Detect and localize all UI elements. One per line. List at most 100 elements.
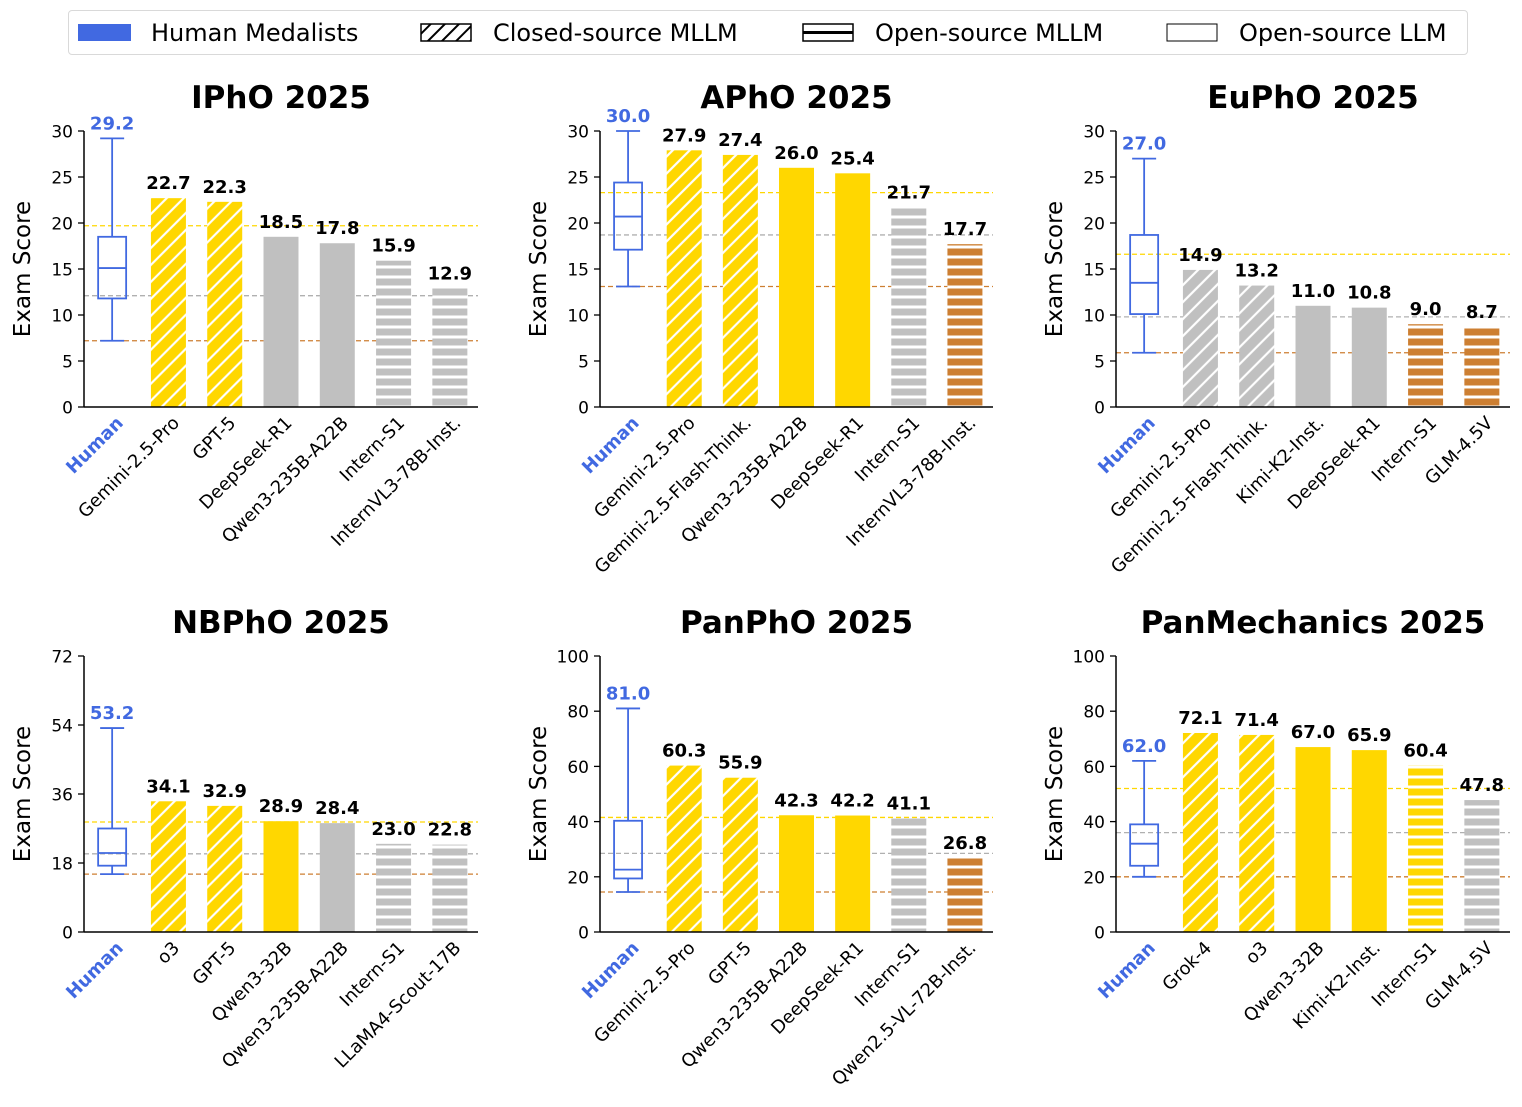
bar-value-label: 42.2 (830, 791, 874, 812)
y-tick-label: 36 (51, 786, 73, 806)
y-tick-label: 15 (567, 261, 589, 281)
y-axis-label: Exam Score (1042, 726, 1068, 862)
bar-value-label: 65.9 (1347, 725, 1391, 746)
legend: Human Medalists Closed-source MLLM Open-… (68, 10, 1468, 55)
human-max-value-label: 62.0 (1122, 736, 1166, 757)
y-tick-label: 0 (62, 924, 73, 944)
human-box (1129, 823, 1160, 867)
y-tick-label: 0 (1094, 399, 1105, 419)
bar-value-label: 71.4 (1235, 710, 1279, 731)
bar-value-label: 23.0 (371, 819, 415, 840)
chart-title: NBPhO 2025 (172, 605, 390, 641)
y-tick-label: 20 (51, 215, 73, 235)
y-tick-label: 25 (1083, 169, 1105, 189)
bar-value-label: 47.8 (1460, 775, 1504, 796)
bar-value-label: 25.4 (830, 148, 874, 169)
human-max-value-label: 81.0 (606, 683, 650, 704)
chart-title: IPhO 2025 (191, 80, 371, 116)
y-tick-label: 0 (62, 399, 73, 419)
bar-value-label: 27.4 (718, 130, 762, 151)
x-tick-label: GPT-5 (704, 938, 756, 990)
y-axis-label: Exam Score (1042, 201, 1068, 337)
y-axis-label: Exam Score (526, 726, 552, 862)
bar (722, 777, 758, 932)
y-tick-label: 0 (578, 399, 589, 419)
bar (263, 236, 299, 407)
bar (1408, 765, 1444, 932)
bar-value-label: 26.8 (943, 833, 987, 854)
y-tick-label: 40 (567, 813, 589, 833)
bar-value-label: 11.0 (1291, 281, 1335, 302)
chart-panel: NBPhO 2025 Exam Score 0 18 36 54 72 53.2 34.1 32.… (10, 605, 478, 1073)
bar-value-label: 18.5 (259, 212, 303, 233)
bar (835, 815, 871, 932)
x-tick-label: Gemini-2.5-Pro (590, 938, 700, 1048)
x-tick-label: o3 (153, 938, 184, 969)
bar-value-label: 10.8 (1347, 283, 1391, 304)
y-tick-label: 100 (1073, 648, 1105, 668)
y-axis-label: Exam Score (10, 201, 36, 337)
human-max-value-label: 27.0 (1122, 134, 1166, 155)
y-tick-label: 40 (1083, 813, 1105, 833)
y-tick-label: 5 (62, 353, 73, 373)
bar (722, 154, 758, 407)
bar-value-label: 12.9 (428, 263, 472, 284)
bar (891, 818, 927, 932)
legend-item-human: Human Medalists (78, 19, 358, 47)
bar-value-label: 67.0 (1291, 722, 1335, 743)
bar-value-label: 8.7 (1466, 302, 1498, 323)
bar-value-label: 32.9 (203, 781, 247, 802)
bar-value-label: 28.9 (259, 796, 303, 817)
legend-svg: Human Medalists Closed-source MLLM Open-… (78, 19, 1447, 47)
y-tick-label: 20 (1083, 868, 1105, 888)
y-axis-label: Exam Score (10, 726, 36, 862)
bar (319, 243, 355, 407)
y-tick-label: 30 (1083, 123, 1105, 143)
y-tick-label: 10 (51, 307, 73, 327)
y-tick-label: 25 (51, 169, 73, 189)
x-tick-label: Gemini-2.5-Pro (1106, 413, 1216, 523)
legend-label-open-llm: Open-source LLM (1239, 19, 1447, 47)
legend-label-closed: Closed-source MLLM (493, 19, 738, 47)
chart-title: PanPhO 2025 (680, 605, 913, 641)
bar (376, 260, 412, 407)
bar (835, 173, 871, 407)
bar-value-label: 60.4 (1403, 740, 1447, 761)
bar (150, 801, 186, 932)
x-tick-label: Gemini-2.5-Pro (74, 413, 184, 523)
bar-value-label: 21.7 (887, 182, 931, 203)
x-tick-label: Gemini-2.5-Pro (590, 413, 700, 523)
bar (1351, 307, 1387, 407)
y-tick-label: 5 (1094, 353, 1105, 373)
bar (891, 207, 927, 407)
bar (150, 198, 186, 407)
x-tick-label: GPT-5 (189, 938, 241, 990)
y-tick-label: 30 (51, 123, 73, 143)
bar (1239, 734, 1275, 932)
y-tick-label: 0 (578, 924, 589, 944)
bar-value-label: 42.3 (774, 790, 818, 811)
y-tick-label: 80 (567, 703, 589, 723)
chart-panel: EuPhO 2025 Exam Score 0 5 10 15 20 25 30 27.0 14.9… (1042, 80, 1510, 578)
bar (319, 823, 355, 932)
y-axis-label: Exam Score (526, 201, 552, 337)
chart-panel: PanPhO 2025 Exam Score 0 20 40 60 80 100 81.0 60.… (526, 605, 993, 1090)
y-tick-label: 10 (1083, 307, 1105, 327)
y-tick-label: 0 (1094, 924, 1105, 944)
bar-value-label: 55.9 (718, 753, 762, 774)
bar-value-label: 17.8 (315, 218, 359, 239)
human-box (1129, 234, 1160, 315)
human-max-value-label: 53.2 (90, 703, 134, 724)
y-tick-label: 30 (567, 123, 589, 143)
y-tick-label: 10 (567, 307, 589, 327)
bar (376, 843, 412, 932)
bar-value-label: 26.0 (774, 143, 818, 164)
bar (779, 815, 814, 932)
legend-label-open-mllm: Open-source MLLM (875, 19, 1103, 47)
bar (1464, 800, 1500, 932)
bar (1295, 747, 1331, 932)
bar (947, 244, 983, 407)
chart-title: EuPhO 2025 (1207, 80, 1418, 116)
y-tick-label: 60 (567, 758, 589, 778)
bar-value-label: 41.1 (887, 794, 931, 815)
